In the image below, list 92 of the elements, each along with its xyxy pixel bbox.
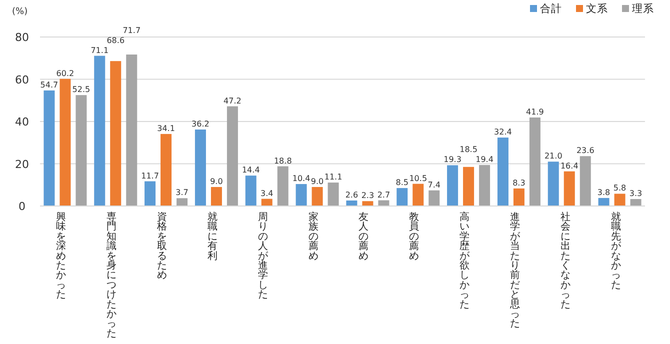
data-label: 10.5: [409, 174, 428, 183]
bar: [210, 186, 222, 206]
data-label: 23.6: [576, 146, 594, 156]
bar: [346, 200, 358, 206]
data-label: 19.3: [444, 155, 462, 164]
y-tick-label: 60: [15, 73, 29, 86]
data-label: 10.4: [292, 174, 310, 184]
x-tick-label: 家族の薦め: [308, 211, 318, 262]
data-label: 2.7: [377, 190, 390, 200]
bar: [94, 56, 106, 206]
bar: [60, 78, 71, 206]
bar: [277, 166, 288, 206]
bar: [564, 171, 575, 206]
data-label: 18.5: [460, 145, 478, 154]
x-tick-label: 教員の薦め: [409, 212, 420, 262]
data-label: 60.2: [56, 68, 74, 78]
bar: [194, 130, 206, 206]
x-tick-label: 友人の薦め: [358, 212, 369, 262]
data-label: 5.8: [613, 184, 626, 193]
data-label: 54.7: [40, 80, 58, 90]
bar: [497, 138, 508, 206]
bar: [160, 134, 172, 206]
x-tick-label: 就職に有利: [207, 211, 218, 262]
y-tick-label: 80: [15, 31, 29, 44]
x-tick-label: 資格を取るため: [156, 211, 168, 282]
bar: [296, 184, 307, 206]
data-label: 9.0: [210, 176, 223, 186]
bar: [245, 176, 256, 206]
data-label: 32.4: [494, 128, 512, 137]
data-label: 11.1: [324, 172, 342, 182]
data-label: 34.1: [157, 124, 175, 133]
bar: [428, 190, 440, 206]
bar: [176, 198, 188, 206]
bar: [614, 194, 626, 206]
data-label: 52.5: [72, 85, 90, 94]
data-label: 3.7: [176, 188, 188, 198]
legend-label: 文系: [586, 2, 608, 15]
data-label: 71.1: [90, 46, 109, 55]
legend-label: 合計: [540, 2, 562, 15]
bar: [44, 90, 55, 206]
y-tick-label: 0: [18, 200, 26, 213]
bar: [463, 166, 474, 206]
data-label: 18.8: [274, 156, 292, 166]
data-label: 14.4: [242, 166, 260, 175]
y-axis-title: (%): [12, 7, 28, 17]
bar: [580, 156, 591, 206]
bar: [396, 188, 408, 206]
data-label: 9.0: [310, 176, 324, 186]
data-label: 47.2: [224, 96, 242, 106]
bar: [110, 61, 122, 206]
data-label: 19.4: [476, 155, 494, 164]
bar: [529, 117, 540, 206]
data-label: 11.7: [141, 171, 159, 180]
bar: [630, 199, 642, 206]
data-label: 36.2: [192, 120, 210, 129]
data-label: 3.3: [629, 189, 642, 198]
bar: [362, 201, 374, 206]
y-tick-label: 20: [15, 158, 29, 171]
category-label: 周りの人が進学した: [258, 212, 268, 301]
y-tick-label: 40: [15, 116, 29, 128]
bar: [328, 182, 339, 206]
category-label: 興味を深めたかった: [56, 212, 66, 301]
data-label: 21.0: [544, 152, 562, 161]
bar: [312, 186, 323, 206]
bar: [126, 54, 138, 206]
bar: [144, 181, 156, 206]
bar: [76, 95, 87, 206]
bar: [479, 165, 490, 206]
legend-label: 理系: [632, 2, 654, 15]
bar: [412, 184, 424, 206]
bar: [513, 188, 524, 206]
category-label: 専門知識を身につけたかった: [106, 212, 117, 340]
data-label: 8.3: [512, 178, 526, 188]
category-label: 進学が当たり前だと思った: [510, 212, 520, 330]
data-label: 2.3: [361, 191, 374, 200]
bar: [548, 162, 559, 206]
bar: [261, 198, 272, 206]
x-tick-label: 就職先がなかった: [610, 211, 622, 291]
category-label: 高い学歴が欲しかった: [460, 212, 470, 310]
data-label: 16.4: [560, 161, 578, 170]
data-label: 71.7: [122, 26, 141, 35]
data-label: 3.4: [260, 188, 274, 198]
category-label: 社会に出たくなかった: [560, 212, 570, 310]
bar: [226, 106, 238, 206]
data-label: 7.4: [428, 180, 440, 190]
bar: [598, 198, 610, 206]
data-label: 41.9: [526, 107, 544, 116]
bar: [447, 165, 458, 206]
data-label: 2.6: [345, 190, 358, 200]
data-label: 68.6: [106, 36, 125, 45]
data-label: 8.5: [396, 178, 408, 188]
data-label: 3.8: [597, 188, 610, 197]
